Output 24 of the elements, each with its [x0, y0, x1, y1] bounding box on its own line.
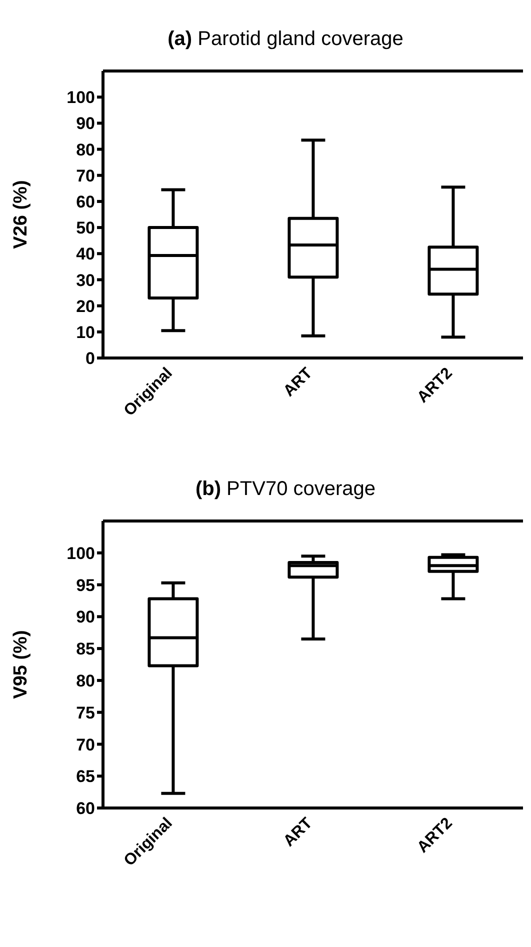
- y-tick-label: 10: [76, 322, 95, 342]
- y-tick-label: 60: [76, 799, 95, 818]
- y-tick-label: 90: [76, 608, 95, 627]
- y-tick-label: 65: [76, 767, 95, 786]
- y-tick-label: 100: [66, 544, 95, 563]
- y-tick-label: 90: [76, 114, 95, 134]
- y-tick-label: 100: [66, 88, 95, 108]
- y-tick-label: 95: [76, 576, 95, 595]
- y-tick-label: 40: [76, 244, 95, 264]
- chart-title: (b) PTV70 coverage: [194, 478, 377, 502]
- y-tick-label: 75: [76, 703, 95, 722]
- y-tick-label: 50: [76, 218, 95, 238]
- chart-title: (a) Parotid gland coverage: [166, 28, 404, 52]
- y-tick-label: 80: [76, 140, 95, 160]
- y-tick-label: 0: [86, 349, 95, 368]
- y-tick-label: 70: [76, 166, 95, 186]
- y-tick-label: 20: [76, 296, 95, 316]
- y-tick-label: 70: [76, 735, 95, 754]
- y-tick-label: 80: [76, 671, 95, 690]
- y-tick-label: 60: [76, 192, 95, 212]
- y-axis-title: V26 (%): [10, 180, 32, 249]
- y-axis-title: V95 (%): [10, 630, 32, 699]
- y-tick-label: 85: [76, 640, 95, 659]
- y-tick-label: 30: [76, 270, 95, 290]
